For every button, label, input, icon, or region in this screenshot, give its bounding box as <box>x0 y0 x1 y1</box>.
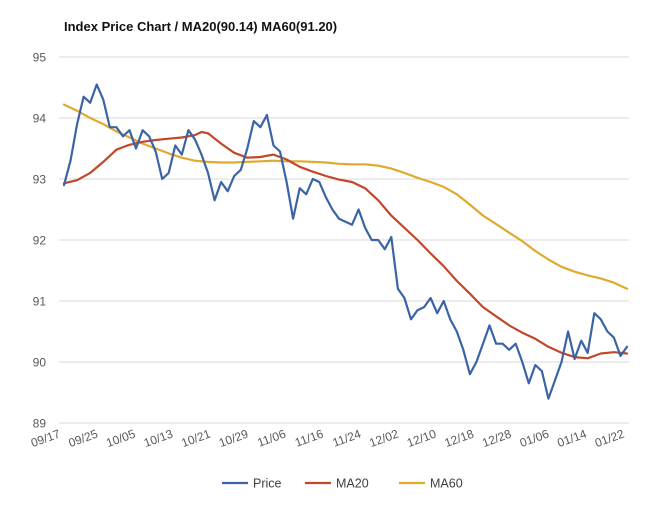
x-tick-label: 10/13 <box>142 427 175 451</box>
x-tick-label: 11/06 <box>255 427 287 450</box>
x-tick-label: 10/05 <box>104 427 137 451</box>
x-tick-label: 01/06 <box>518 427 551 451</box>
x-tick-label: 10/21 <box>179 427 212 451</box>
y-tick-label: 95 <box>33 51 47 65</box>
y-tick-label: 94 <box>33 112 47 126</box>
y-tick-label: 93 <box>33 173 47 187</box>
series-line-ma60 <box>62 103 629 290</box>
series-lines <box>62 83 629 400</box>
x-tick-label: 12/10 <box>405 427 438 451</box>
x-tick-label: 12/02 <box>367 427 400 451</box>
x-tick-label: 12/28 <box>480 427 513 451</box>
x-tick-label: 11/16 <box>293 427 325 450</box>
series-line-price <box>62 83 629 400</box>
y-tick-label: 89 <box>33 417 47 431</box>
x-tick-label: 09/25 <box>67 427 100 451</box>
chart-title: Index Price Chart / MA20(90.14) MA60(91.… <box>64 19 338 34</box>
y-tick-label: 92 <box>33 234 47 248</box>
x-tick-label: 10/29 <box>217 427 250 451</box>
y-tick-label: 90 <box>33 356 47 370</box>
y-tick-label: 91 <box>33 295 47 309</box>
legend-label-price: Price <box>253 477 282 491</box>
legend-label-ma20: MA20 <box>336 477 369 491</box>
legend: Price MA20 MA60 <box>222 477 463 491</box>
x-tick-label: 11/24 <box>331 427 363 450</box>
series-line-ma20 <box>62 130 629 360</box>
x-tick-label: 01/14 <box>555 427 588 451</box>
x-tick-label: 12/18 <box>443 427 476 451</box>
y-axis-ticks: 89 90 91 92 93 94 95 <box>33 51 47 431</box>
legend-label-ma60: MA60 <box>430 477 463 491</box>
x-axis-ticks: 09/17 09/25 10/05 10/13 10/21 10/29 11/06 11/16… <box>29 427 626 451</box>
x-tick-label: 01/22 <box>593 427 626 451</box>
grid-lines <box>59 56 629 424</box>
